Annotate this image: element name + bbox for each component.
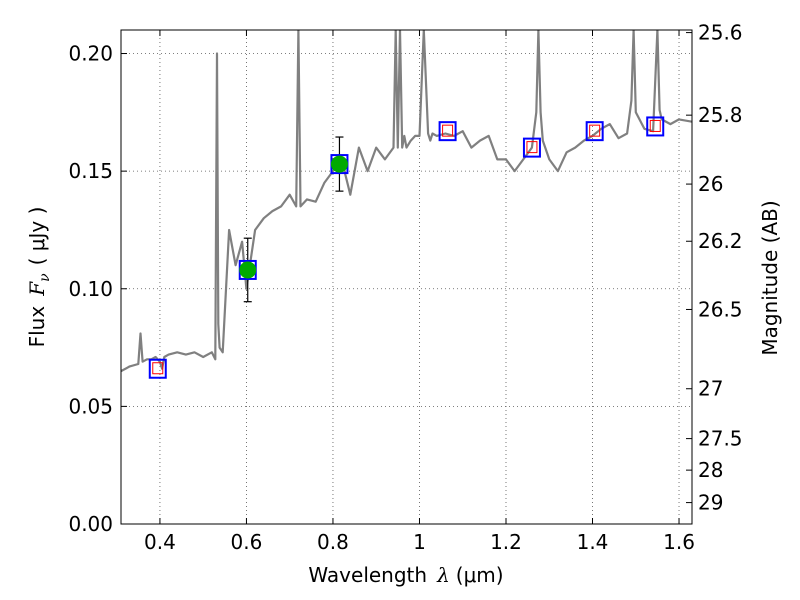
right-axis-ticks: 25.6 25.8 26 26.2 26.5 27 27.5 28 29 bbox=[686, 21, 743, 515]
right-tick-label: 25.6 bbox=[698, 21, 743, 45]
right-tick-label: 26.5 bbox=[698, 297, 743, 321]
x-tick-label: 1.2 bbox=[490, 530, 522, 554]
y-tick-label: 0.10 bbox=[68, 277, 113, 301]
right-tick-label: 28 bbox=[698, 458, 723, 482]
model-flux-marker bbox=[526, 141, 538, 154]
model-flux-marker bbox=[152, 362, 164, 375]
x-axis-title: Wavelength λ (μm) bbox=[308, 563, 503, 587]
band-box-marker bbox=[148, 358, 167, 379]
right-tick-label: 26 bbox=[698, 172, 723, 196]
x-tick-label: 0.4 bbox=[144, 530, 176, 554]
right-tick-label: 27 bbox=[698, 377, 723, 401]
band-box-marker bbox=[522, 137, 541, 158]
x-tick-label: 1.4 bbox=[577, 530, 609, 554]
right-tick-label: 26.2 bbox=[698, 229, 743, 253]
x-tick-label: 0.8 bbox=[317, 530, 349, 554]
right-tick-label: 25.8 bbox=[698, 103, 743, 127]
spectrum-line bbox=[121, 30, 692, 373]
y-tick-label: 0.05 bbox=[68, 394, 113, 418]
band-box-marker bbox=[438, 121, 457, 142]
photometry-points bbox=[148, 116, 665, 379]
band-box-marker bbox=[585, 121, 604, 142]
y-axis-title: FluxFν( μJy ) bbox=[25, 207, 53, 348]
model-flux-marker bbox=[589, 124, 601, 137]
grid-lines bbox=[121, 30, 692, 525]
right-tick-label: 29 bbox=[698, 491, 723, 515]
x-tick-label: 1.6 bbox=[663, 530, 695, 554]
y-tick-label: 0.15 bbox=[68, 159, 113, 183]
x-tick-label: 0.6 bbox=[231, 530, 263, 554]
y-axis-ticks: 0.00 0.05 0.10 0.15 0.20 bbox=[68, 42, 127, 536]
observed-flux-point bbox=[239, 261, 257, 279]
y-tick-label: 0.00 bbox=[68, 512, 113, 536]
plot-frame bbox=[120, 29, 693, 525]
observed-flux-point bbox=[330, 155, 348, 173]
model-flux-marker bbox=[442, 124, 454, 137]
band-box-marker bbox=[646, 116, 665, 137]
x-tick-label: 1 bbox=[413, 530, 426, 554]
y-tick-label: 0.20 bbox=[68, 42, 113, 66]
x-axis-ticks: 0.4 0.6 0.8 1 1.2 1.4 1.6 bbox=[144, 30, 695, 554]
spectrum-series bbox=[121, 30, 692, 373]
right-axis-title: Magnitude (AB) bbox=[758, 200, 782, 355]
model-flux-marker bbox=[649, 119, 661, 132]
right-tick-label: 27.5 bbox=[698, 427, 743, 451]
